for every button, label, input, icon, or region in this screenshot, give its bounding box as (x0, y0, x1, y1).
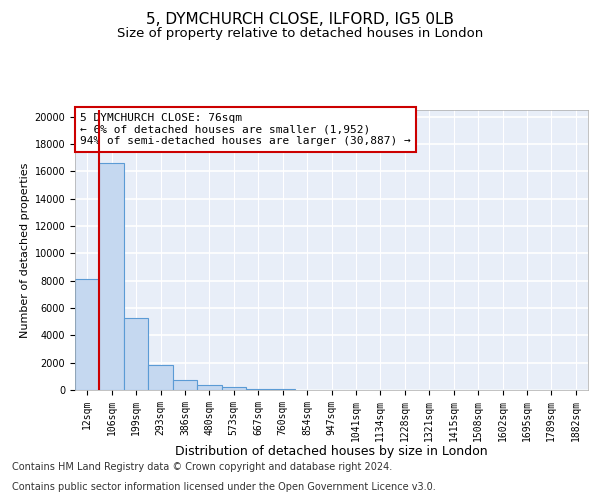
Bar (221, 388, 246, 390)
Text: 5 DYMCHURCH CLOSE: 76sqm
← 6% of detached houses are smaller (1,952)
94% of semi: 5 DYMCHURCH CLOSE: 76sqm ← 6% of detache… (80, 113, 411, 146)
Text: Size of property relative to detached houses in London: Size of property relative to detached ho… (117, 28, 483, 40)
X-axis label: Distribution of detached houses by size in London: Distribution of detached houses by size … (175, 445, 488, 458)
Bar (75, 280, 100, 390)
Bar (173, 380, 197, 390)
Bar (100, 164, 124, 390)
Text: Contains public sector information licensed under the Open Government Licence v3: Contains public sector information licen… (12, 482, 436, 492)
Y-axis label: Number of detached properties: Number of detached properties (20, 162, 31, 338)
Text: Contains HM Land Registry data © Crown copyright and database right 2024.: Contains HM Land Registry data © Crown c… (12, 462, 392, 472)
Bar (197, 385, 221, 390)
Bar (246, 388, 271, 390)
Bar (148, 366, 173, 390)
Bar (124, 318, 148, 390)
Text: 5, DYMCHURCH CLOSE, ILFORD, IG5 0LB: 5, DYMCHURCH CLOSE, ILFORD, IG5 0LB (146, 12, 454, 28)
